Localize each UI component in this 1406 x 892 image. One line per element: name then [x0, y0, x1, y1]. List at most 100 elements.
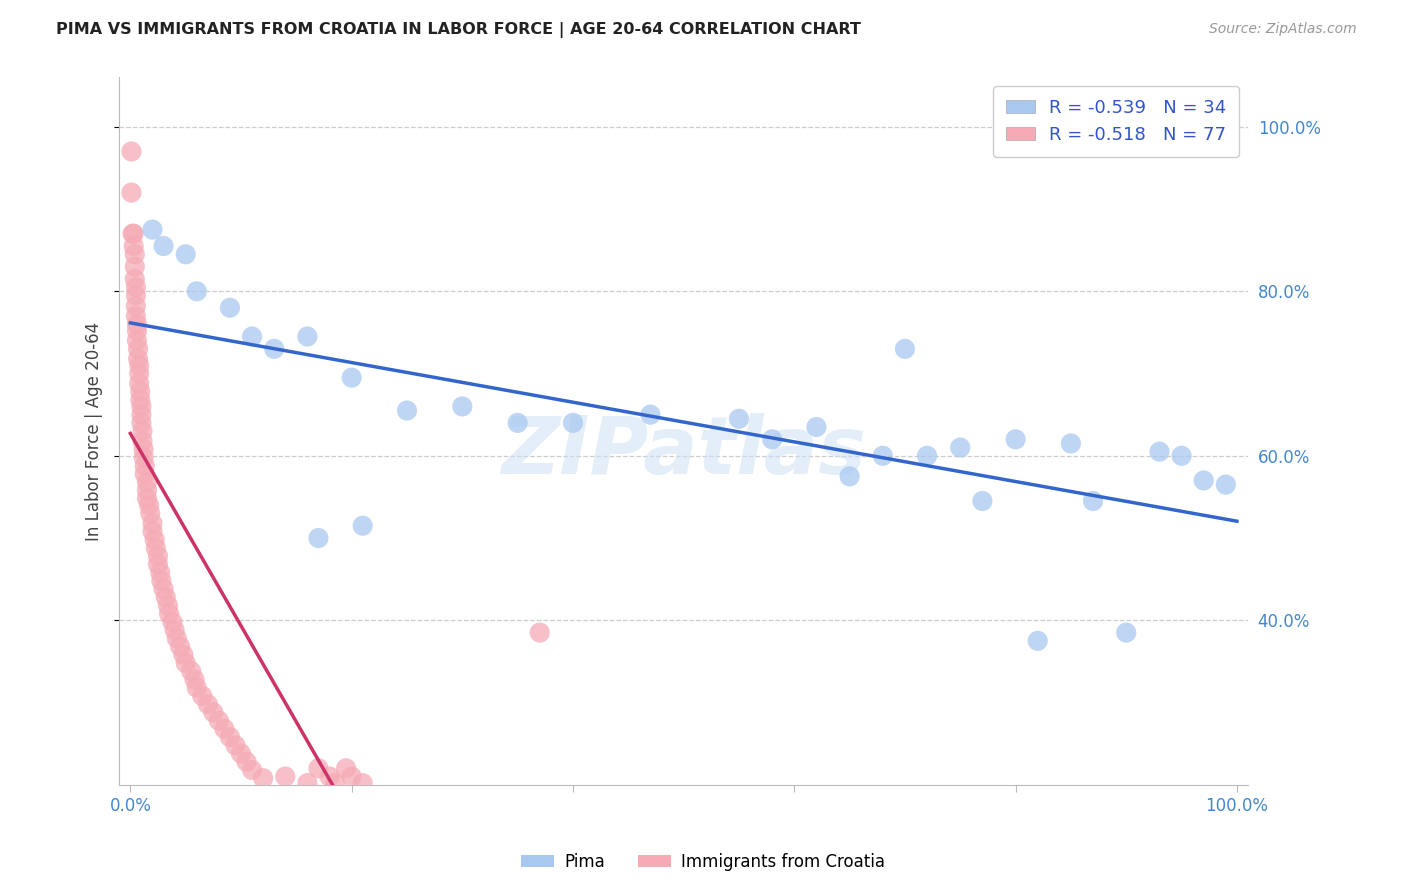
Point [219, 730, 242, 744]
Point [127, 351, 149, 366]
Point [132, 450, 155, 465]
Point [506, 416, 529, 430]
Point [122, 227, 145, 241]
Point [152, 582, 174, 596]
Point [1170, 449, 1192, 463]
Point [127, 342, 149, 356]
Text: ZIPatlas: ZIPatlas [501, 413, 866, 491]
Point [451, 400, 474, 414]
Point [120, 186, 142, 200]
Point [136, 491, 159, 506]
Point [274, 770, 297, 784]
Point [141, 516, 163, 531]
Point [1004, 433, 1026, 447]
Point [307, 531, 329, 545]
Point [125, 317, 148, 331]
Point [129, 384, 152, 399]
Point [120, 145, 142, 159]
Point [152, 239, 174, 253]
Point [146, 558, 169, 572]
Point [125, 288, 148, 302]
Point [197, 697, 219, 711]
Point [128, 359, 150, 373]
Point [131, 416, 153, 430]
Y-axis label: In Labor Force | Age 20-64: In Labor Force | Age 20-64 [86, 321, 103, 541]
Point [136, 475, 159, 489]
Point [297, 329, 319, 343]
Point [138, 498, 160, 512]
Point [180, 665, 202, 679]
Point [263, 342, 285, 356]
Point [131, 424, 153, 438]
Point [297, 776, 319, 790]
Point [125, 324, 148, 338]
Point [124, 272, 146, 286]
Point [562, 416, 585, 430]
Point [229, 747, 252, 761]
Point [728, 411, 751, 425]
Legend: R = -0.539   N = 34, R = -0.518   N = 77: R = -0.539 N = 34, R = -0.518 N = 77 [993, 87, 1239, 157]
Point [307, 761, 329, 775]
Point [208, 714, 231, 728]
Point [124, 260, 146, 274]
Point [172, 648, 194, 662]
Point [352, 776, 374, 790]
Point [139, 506, 162, 520]
Point [949, 441, 972, 455]
Point [149, 566, 172, 580]
Point [183, 673, 205, 687]
Point [134, 467, 156, 481]
Point [323, 776, 346, 790]
Point [318, 770, 340, 784]
Point [129, 392, 152, 407]
Point [340, 370, 363, 384]
Point [174, 247, 197, 261]
Point [174, 656, 197, 670]
Point [186, 285, 208, 299]
Point [125, 309, 148, 323]
Point [335, 761, 357, 775]
Point [125, 334, 148, 348]
Point [1149, 444, 1171, 458]
Point [340, 770, 363, 784]
Text: Source: ZipAtlas.com: Source: ZipAtlas.com [1209, 22, 1357, 37]
Point [214, 722, 236, 736]
Point [163, 623, 186, 637]
Point [122, 239, 145, 253]
Point [141, 222, 163, 236]
Point [186, 681, 208, 695]
Point [131, 434, 153, 448]
Point [640, 408, 662, 422]
Point [1026, 633, 1049, 648]
Point [202, 706, 225, 720]
Point [806, 420, 828, 434]
Point [146, 549, 169, 563]
Point [145, 541, 167, 555]
Point [162, 615, 184, 629]
Point [132, 442, 155, 457]
Point [150, 574, 173, 588]
Point [395, 403, 418, 417]
Point [155, 591, 177, 605]
Point [143, 533, 166, 547]
Point [1081, 494, 1104, 508]
Point [252, 771, 274, 785]
Point [915, 449, 938, 463]
Point [128, 376, 150, 391]
Point [141, 524, 163, 539]
Point [124, 247, 146, 261]
Point [125, 299, 148, 313]
Point [121, 227, 143, 241]
Point [224, 739, 246, 753]
Point [125, 280, 148, 294]
Point [872, 449, 894, 463]
Point [235, 755, 257, 769]
Point [1215, 477, 1237, 491]
Point [1060, 436, 1083, 450]
Point [972, 494, 994, 508]
Point [166, 632, 188, 646]
Point [136, 483, 159, 498]
Point [131, 400, 153, 414]
Point [240, 763, 263, 777]
Text: PIMA VS IMMIGRANTS FROM CROATIA IN LABOR FORCE | AGE 20-64 CORRELATION CHART: PIMA VS IMMIGRANTS FROM CROATIA IN LABOR… [56, 22, 860, 38]
